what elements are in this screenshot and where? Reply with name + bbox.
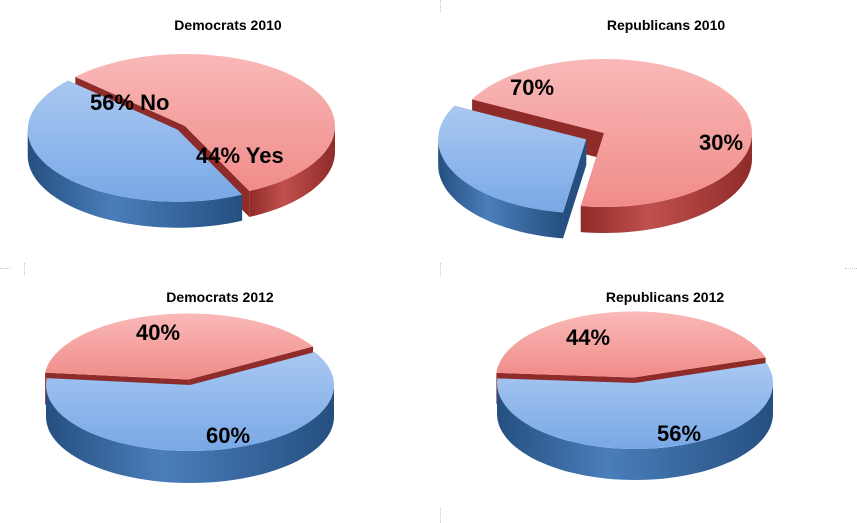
grid-tick: [440, 263, 441, 277]
pie-slice: [438, 105, 587, 239]
pie-slice: [27, 80, 243, 228]
chart-panel-democrats-2010: Democrats 2010 56% No 44% Yes: [0, 0, 428, 261]
grid-tick: [440, 0, 441, 12]
pie-chart-republicans-2012: Republicans 2012 44% 56%: [496, 289, 773, 480]
slice-label-red: 40%: [136, 320, 180, 345]
pie-slice: [497, 363, 773, 480]
pie-chart-democrats-2010: Democrats 2010 56% No 44% Yes: [27, 17, 336, 228]
slice-rim: [438, 139, 564, 239]
slice-label-yes: 44% Yes: [196, 143, 284, 168]
slice-label-blue: 56%: [657, 421, 701, 446]
slice-top: [75, 54, 336, 191]
slice-label-red: 44%: [566, 325, 610, 350]
grid-tick: [0, 268, 10, 269]
slice-top: [45, 313, 313, 380]
grid-tick: [440, 508, 441, 523]
slice-top: [27, 80, 243, 202]
chart-panel-republicans-2010: Republicans 2010 70% 30%: [428, 0, 856, 261]
slice-rim: [27, 129, 243, 228]
grid-tick: [24, 263, 25, 275]
chart-title: Democrats 2012: [166, 289, 274, 305]
slice-top: [496, 311, 766, 378]
slice-top: [46, 352, 334, 451]
slice-top: [472, 59, 752, 207]
chart-panel-democrats-2012: Democrats 2012 40% 60%: [0, 261, 428, 522]
grid-tick: [845, 268, 857, 269]
pie-slice: [46, 352, 334, 483]
slice-rim: [497, 383, 773, 480]
chart-title: Republicans 2010: [607, 17, 725, 33]
slice-label-blue: 60%: [206, 423, 250, 448]
slice-rim: [249, 126, 335, 218]
slice-top: [497, 363, 773, 449]
pie-chart-republicans-2010: Republicans 2010 70% 30%: [438, 17, 752, 239]
slice-rim: [580, 133, 752, 233]
chart-panel-republicans-2012: Republicans 2012 44% 56%: [428, 261, 856, 522]
slice-top: [438, 105, 587, 213]
pie-chart-democrats-2012: Democrats 2012 40% 60%: [45, 289, 334, 483]
chart-title: Democrats 2010: [174, 17, 282, 33]
chart-title: Republicans 2012: [606, 289, 724, 305]
slice-cut-wall: [563, 139, 587, 239]
slice-label-red: 70%: [510, 75, 554, 100]
slice-label-blue: 30%: [699, 130, 743, 155]
slice-rim: [46, 385, 334, 483]
slice-label-no: 56% No: [90, 90, 169, 115]
